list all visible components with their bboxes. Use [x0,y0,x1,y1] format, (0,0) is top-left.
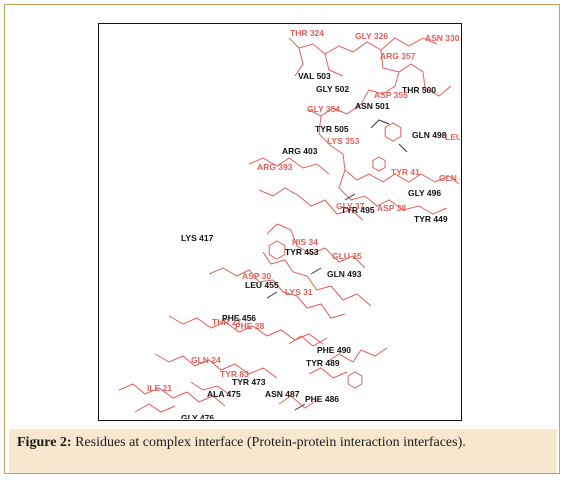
black-chain-bonds [266,119,408,411]
figure-container: VAL 503 GLY 502 THR 500 ASN 501 TYR 505 GLN 4… [4,4,560,474]
residue-labels: VAL 503 GLY 502 THR 500 ASN 501 TYR 505 GLN 4… [147,28,460,419]
red-residue-label: TYR 41 [391,167,420,177]
red-residue-label: LEU 45 [445,132,460,142]
red-bond-path [308,347,388,379]
red-residue-label: ARG 393 [257,162,293,172]
red-bond-path [338,169,448,215]
black-residue-label: GLY 476 [181,413,214,419]
black-residue-label: ASN 487 [265,389,300,399]
black-residue-label: TYR 489 [306,358,340,368]
black-residue-label: GLN 493 [327,269,362,279]
black-residue-label: LEU 455 [245,280,279,290]
red-residue-label: THR 27 [212,317,242,327]
red-bond-path [308,71,400,117]
red-bond-path [208,267,346,319]
red-bond-path [154,353,278,379]
black-residue-label: GLY 496 [408,188,441,198]
red-residue-label: GLY 37 [336,201,365,211]
black-residue-label: TYR 453 [285,247,319,257]
red-bond-path [266,223,366,269]
red-bond-path [258,187,364,221]
red-bond-path [288,37,438,55]
black-residue-label: PHE 490 [317,345,351,355]
red-residue-label: ASP 30 [242,271,271,281]
black-residue-label: LYS 417 [181,233,214,243]
red-residue-label: GLY 326 [355,31,388,41]
red-bond-path [190,381,318,409]
red-residue-label: GLN 24 [191,355,221,365]
black-bond-path [344,119,408,201]
black-residue-label: VAL 503 [298,71,331,81]
black-residue-label: TYR 505 [315,124,349,134]
red-residue-label: GLY 354 [307,104,340,114]
red-residue-label: THR 324 [290,28,324,38]
black-residue-label: TYR 495 [341,205,375,215]
red-residue-label: GLU 35 [332,251,362,261]
red-bond-path [134,335,328,413]
red-residue-label: LYS 353 [327,136,360,146]
aromatic-ring [268,240,286,260]
red-residue-label: HIS 34 [292,237,318,247]
black-residue-label: THR 500 [402,85,436,95]
black-residue-label: GLY 502 [316,84,349,94]
figure-label: Figure 2: [17,435,72,450]
red-bond-path [318,115,460,185]
red-residue-label: ASP 38 [377,203,406,213]
black-residue-label: GLN 498 [412,130,447,140]
aromatic-ring [347,371,363,389]
red-residue-label: ASP 355 [374,90,408,100]
interface-plot-frame: VAL 503 GLY 502 THR 500 ASN 501 TYR 505 GLN 4… [98,23,462,421]
aromatic-ring [372,156,386,172]
red-bond-path [248,157,330,175]
red-residue-label: ILE 21 [147,383,172,393]
black-bond-path [266,267,322,411]
red-residue-label: LYS 31 [285,287,313,297]
red-residue-label: ARG 357 [380,51,416,61]
red-bond-path [294,47,452,97]
red-residue-label: GLN 42 [439,173,460,183]
black-residue-label: ASN 501 [355,101,390,111]
black-residue-label: PHE 486 [305,394,339,404]
red-residue-label: TYR 83 [220,369,249,379]
black-residue-label: ARG 403 [282,146,318,156]
figure-caption: Figure 2: Residues at complex interface … [9,429,557,473]
red-bond-path [118,383,226,407]
red-residue-label: ASN 330 [425,33,460,43]
black-residue-label: TYR 473 [232,377,266,387]
aromatic-ring [384,122,402,142]
black-residue-label: TYR 449 [414,214,448,224]
red-chain-bonds [118,37,460,413]
figure-caption-text: Residues at complex interface (Protein-p… [75,435,466,450]
black-residue-label: ALA 475 [207,389,241,399]
red-bond-path [262,251,372,307]
interface-structure-plot: VAL 503 GLY 502 THR 500 ASN 501 TYR 505 GLN 4… [118,28,460,419]
black-residue-label: PHE 456 [222,313,256,323]
red-residue-label: PHE 28 [235,321,265,331]
